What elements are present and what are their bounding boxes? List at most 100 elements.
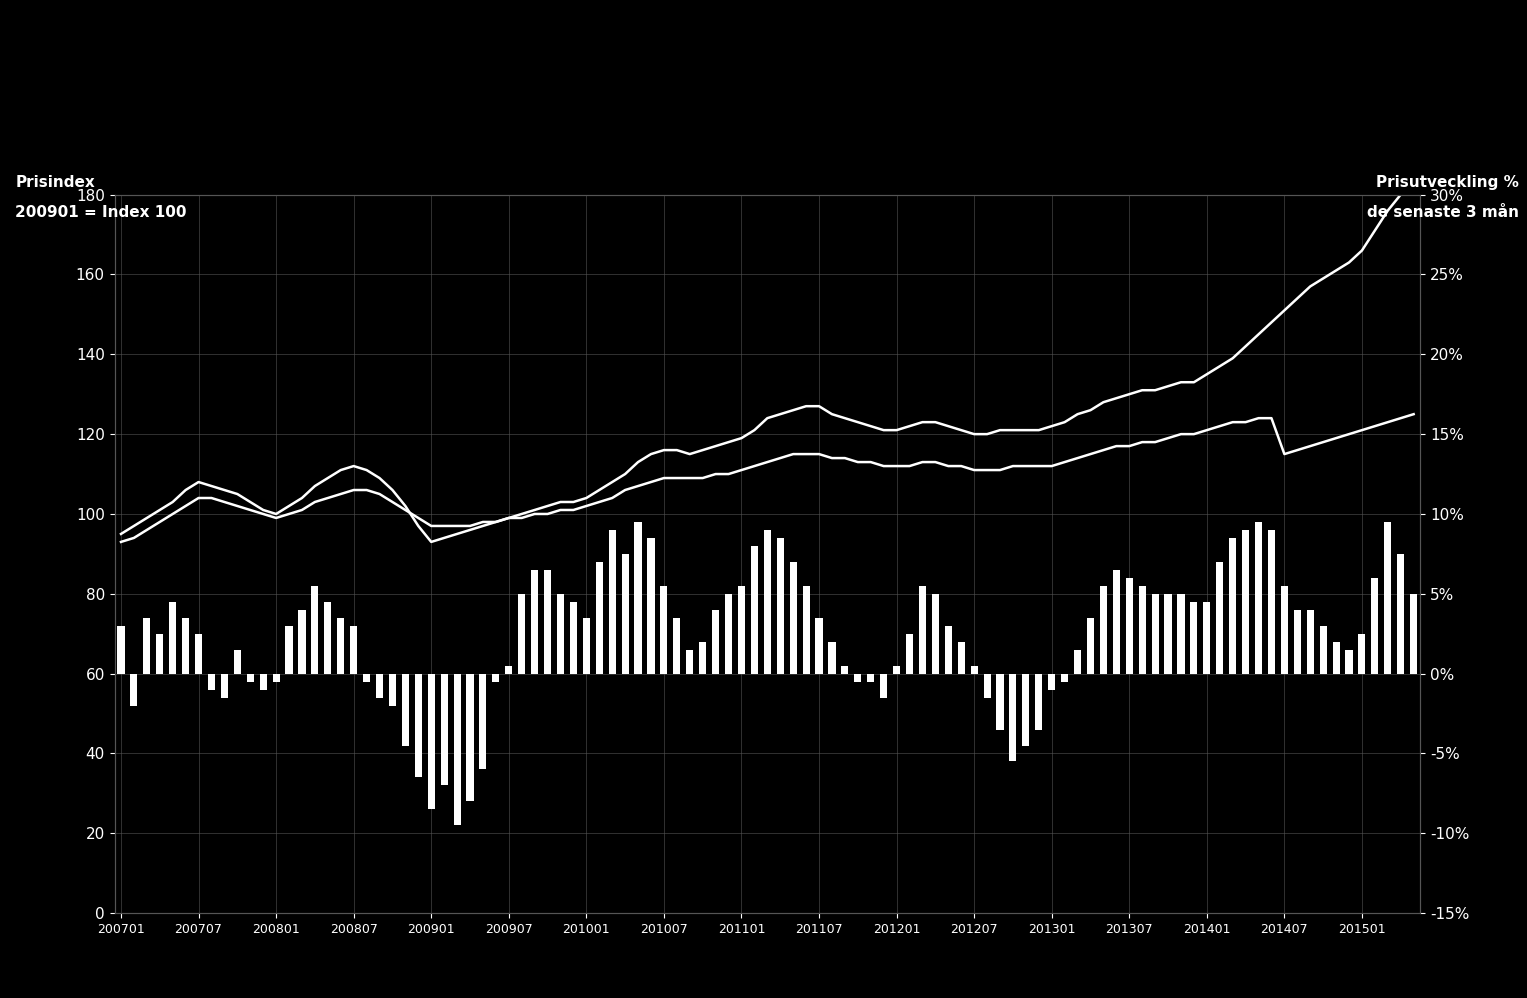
Bar [583,618,589,674]
Bar [1255,522,1263,674]
Bar [1385,522,1391,674]
Text: de senaste 3 mån: de senaste 3 mån [1367,205,1519,220]
Bar [841,666,849,674]
Bar [1073,650,1081,674]
Bar [971,666,977,674]
Bar [673,618,681,674]
Bar [945,626,951,674]
Bar [1151,594,1159,674]
Bar [1307,610,1313,674]
Bar [725,594,731,674]
Bar [1035,674,1043,730]
Bar [350,626,357,674]
Bar [428,674,435,809]
Bar [828,642,835,674]
Bar [479,674,487,769]
Bar [660,586,667,674]
Bar [1345,650,1353,674]
Bar [234,650,241,674]
Bar [957,642,965,674]
Bar [1087,618,1093,674]
Bar [789,562,797,674]
Bar [751,546,757,674]
Bar [1397,554,1405,674]
Bar [919,586,925,674]
Bar [1229,538,1237,674]
Bar [130,674,137,706]
Bar [195,634,202,674]
Bar [570,602,577,674]
Bar [389,674,395,706]
Bar [402,674,409,746]
Bar [1177,594,1185,674]
Bar [144,618,150,674]
Bar [906,634,913,674]
Bar [880,674,887,698]
Bar [169,602,176,674]
Bar [803,586,809,674]
Bar [272,674,279,682]
Bar [983,674,991,698]
Bar [1125,578,1133,674]
Bar [415,674,421,777]
Bar [1099,586,1107,674]
Text: Prisindex: Prisindex [15,175,95,190]
Bar [815,618,823,674]
Bar [1293,610,1301,674]
Bar [1215,562,1223,674]
Bar [376,674,383,698]
Bar [621,554,629,674]
Bar [247,674,253,682]
Bar [854,674,861,682]
Bar [1267,530,1275,674]
Bar [635,522,641,674]
Bar [1203,602,1211,674]
Bar [337,618,344,674]
Bar [531,570,538,674]
Bar [1409,594,1417,674]
Bar [1191,602,1197,674]
Bar [699,642,707,674]
Bar [1281,586,1287,674]
Bar [505,666,513,674]
Bar [466,674,473,801]
Bar [712,610,719,674]
Bar [286,626,293,674]
Bar [1165,594,1171,674]
Bar [324,602,331,674]
Bar [596,562,603,674]
Bar [518,594,525,674]
Bar [893,666,899,674]
Bar [298,610,305,674]
Bar [1022,674,1029,746]
Bar [441,674,447,785]
Bar [1359,634,1365,674]
Bar [221,674,228,698]
Bar [1009,674,1017,761]
Bar [454,674,461,825]
Bar [312,586,319,674]
Bar [647,538,655,674]
Bar [764,530,771,674]
Bar [156,634,163,674]
Bar [544,570,551,674]
Bar [686,650,693,674]
Bar [867,674,875,682]
Bar [557,594,563,674]
Bar [931,594,939,674]
Bar [182,618,189,674]
Bar [777,538,783,674]
Bar [1139,586,1145,674]
Bar [1241,530,1249,674]
Text: Prisutveckling %: Prisutveckling % [1376,175,1519,190]
Bar [260,674,267,690]
Bar [208,674,215,690]
Bar [1371,578,1379,674]
Bar [363,674,370,682]
Bar [118,626,125,674]
Bar [1319,626,1327,674]
Bar [492,674,499,682]
Bar [1333,642,1339,674]
Bar [997,674,1003,730]
Text: 200901 = Index 100: 200901 = Index 100 [15,205,186,220]
